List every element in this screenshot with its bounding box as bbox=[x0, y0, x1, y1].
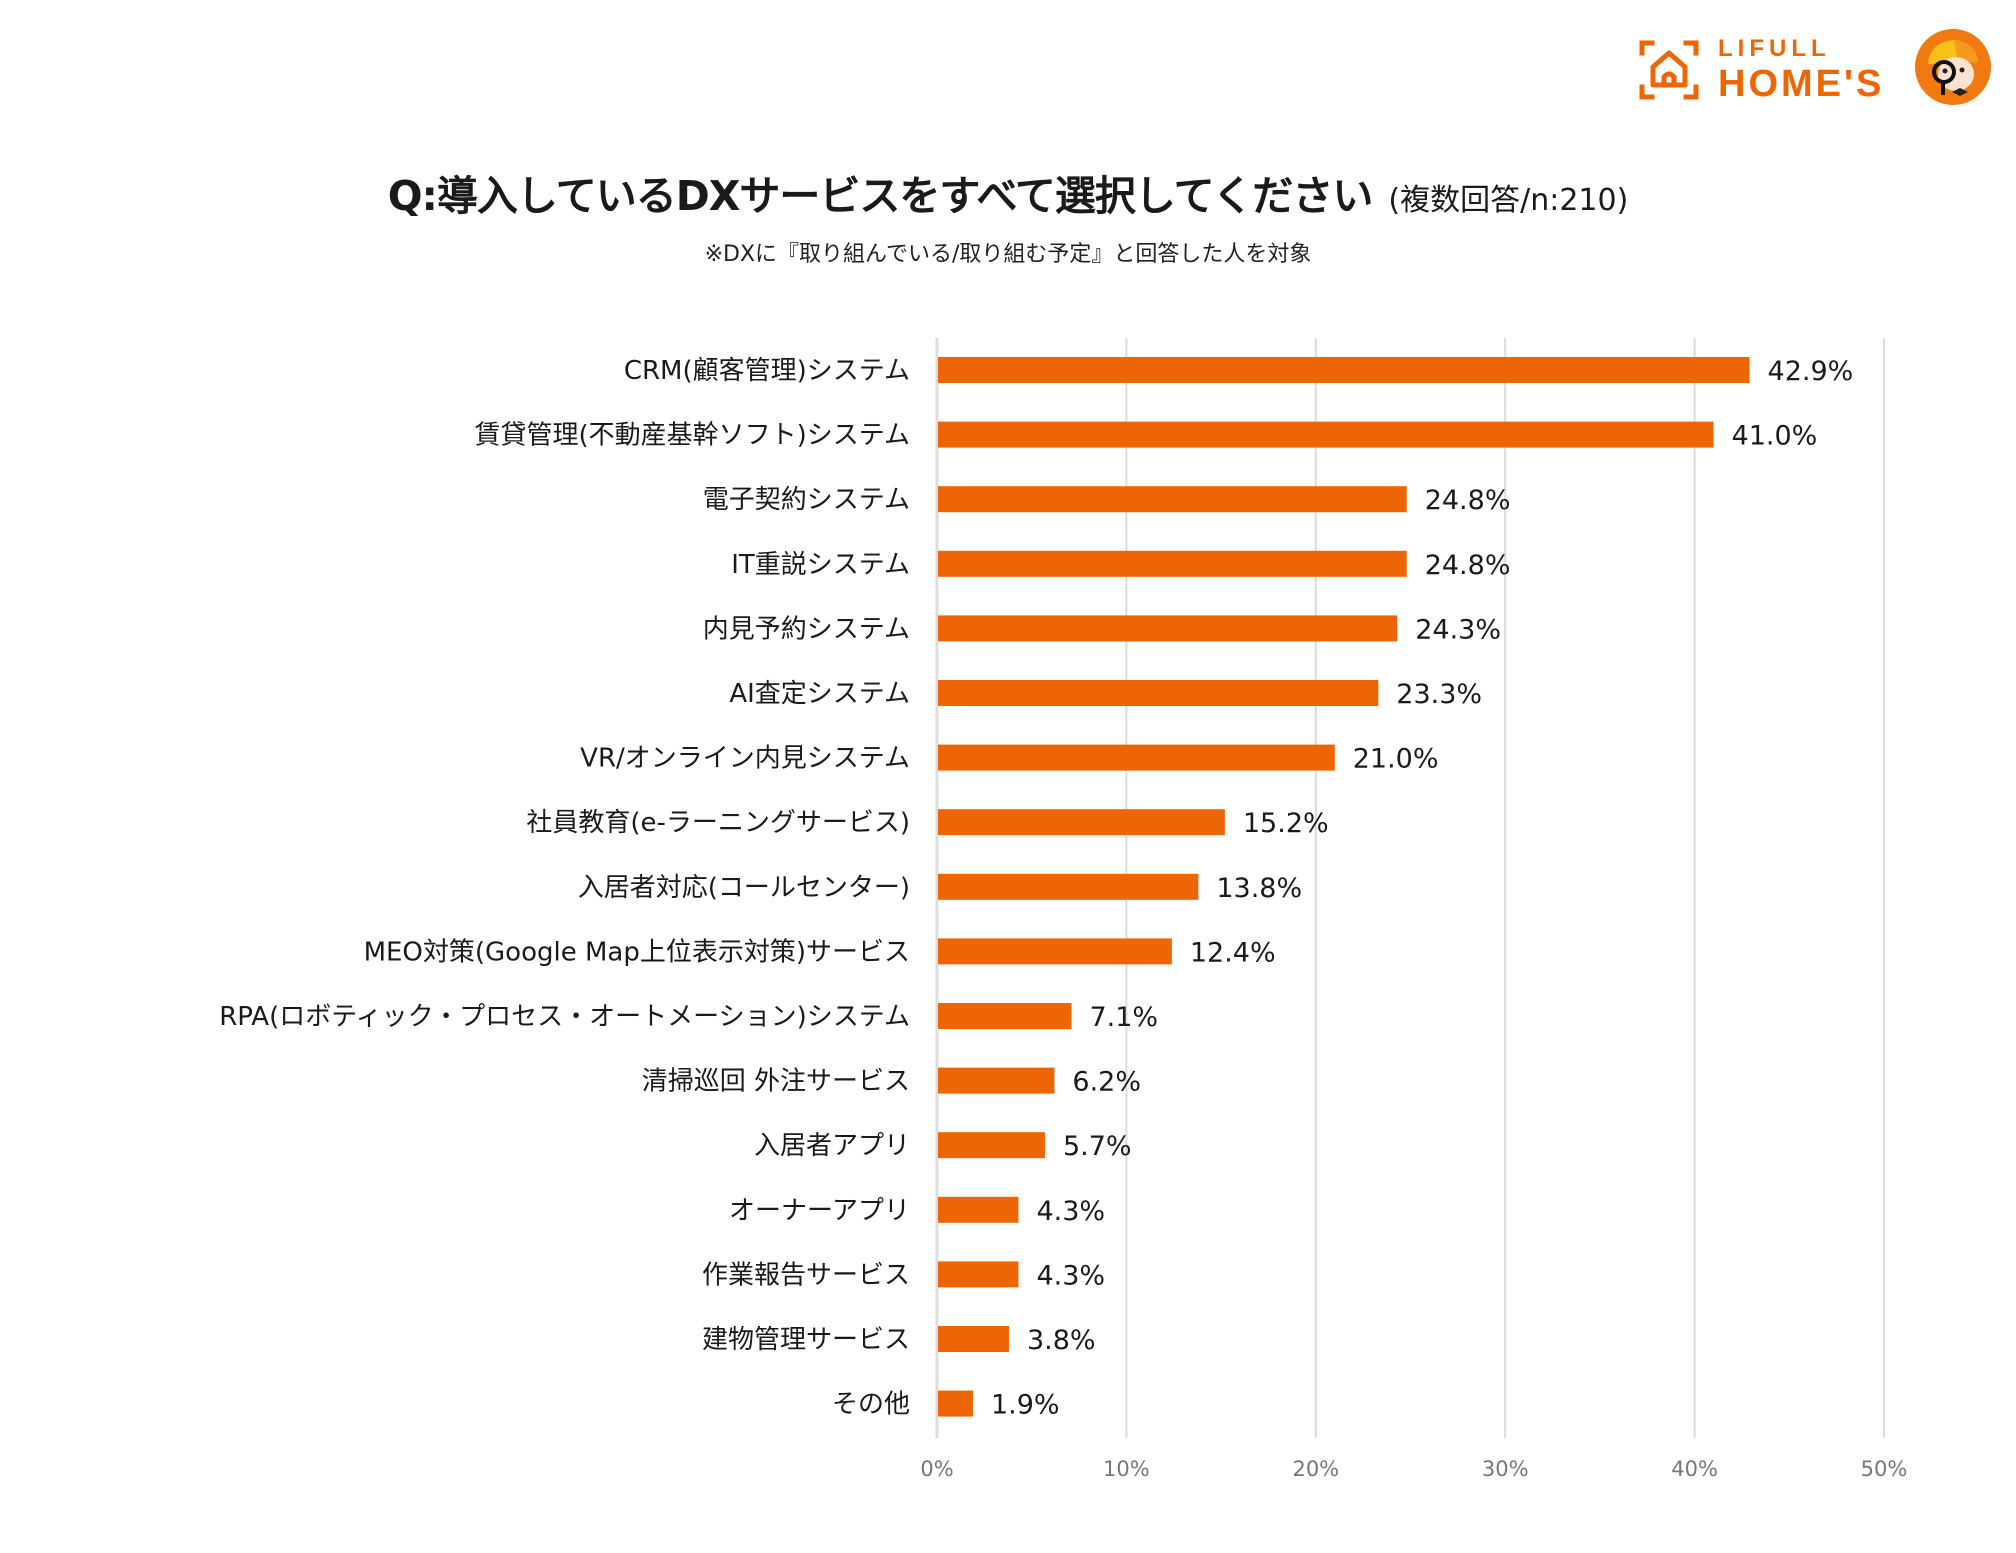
bar bbox=[938, 1196, 1019, 1223]
value-label: 13.8% bbox=[1216, 873, 1302, 904]
x-tick-label: 50% bbox=[1861, 1457, 1908, 1481]
category-label: 入居者対応(コールセンター) bbox=[578, 873, 910, 903]
bar bbox=[938, 680, 1379, 706]
value-label: 42.9% bbox=[1768, 356, 1854, 387]
x-axis-tick-labels: 0% 10% 20% 30% 40% 50% bbox=[920, 1457, 1907, 1481]
category-label: 賃貸管理(不動産基幹ソフト)システム bbox=[474, 421, 910, 451]
category-label: 社員教育(e-ラーニングサービス) bbox=[526, 808, 910, 838]
value-label: 24.3% bbox=[1415, 614, 1501, 645]
bar bbox=[938, 1326, 1009, 1352]
value-label: 6.2% bbox=[1072, 1067, 1141, 1098]
value-label: 1.9% bbox=[991, 1390, 1060, 1421]
category-label: CRM(顧客管理)システム bbox=[624, 356, 910, 386]
bar bbox=[938, 938, 1172, 965]
value-label: 41.0% bbox=[1732, 421, 1818, 452]
category-label: 作業報告サービス bbox=[702, 1260, 910, 1290]
category-label: 清掃巡回 外注サービス bbox=[642, 1067, 910, 1097]
value-label: 24.8% bbox=[1425, 550, 1511, 581]
bar bbox=[938, 1067, 1055, 1094]
bar bbox=[938, 1003, 1072, 1029]
value-label: 23.3% bbox=[1396, 679, 1482, 710]
bar bbox=[938, 1390, 973, 1417]
gridlines bbox=[935, 338, 1885, 1438]
value-label: 3.8% bbox=[1027, 1325, 1096, 1356]
value-label: 4.3% bbox=[1036, 1260, 1105, 1291]
brand-line-1: LIFULL bbox=[1718, 35, 1831, 62]
bar bbox=[938, 744, 1335, 771]
chart-title-main: Q:導入しているDXサービスをすべて選択してください bbox=[387, 172, 1374, 220]
bar bbox=[938, 1132, 1045, 1159]
category-label: MEO対策(Google Map上位表示対策)サービス bbox=[364, 937, 910, 967]
value-labels: 42.9% 41.0% 24.8% 24.8% 24.3% 23.3% 21.0% 15.2%… bbox=[991, 356, 1853, 1421]
house-frame-icon bbox=[1639, 40, 1699, 100]
x-tick-label: 40% bbox=[1671, 1457, 1718, 1481]
value-label: 24.8% bbox=[1425, 485, 1511, 516]
category-label: 建物管理サービス bbox=[702, 1325, 910, 1355]
value-label: 12.4% bbox=[1190, 937, 1276, 968]
chart-subtitle: ※DXに『取り組んでいる/取り組む予定』と回答した人を対象 bbox=[704, 242, 1312, 267]
brand-line-2: HOME'S bbox=[1718, 63, 1885, 105]
category-label: RPA(ロボティック・プロセス・オートメーション)システム bbox=[219, 1002, 910, 1032]
category-label: IT重説システム bbox=[731, 550, 910, 580]
category-label: 内見予約システム bbox=[703, 614, 910, 644]
bar bbox=[938, 873, 1199, 900]
value-label: 5.7% bbox=[1063, 1131, 1132, 1162]
category-label: 入居者アプリ bbox=[754, 1131, 910, 1161]
value-label: 21.0% bbox=[1353, 744, 1439, 775]
bar bbox=[938, 550, 1407, 577]
bar bbox=[938, 421, 1714, 448]
x-tick-label: 0% bbox=[920, 1457, 953, 1481]
value-label: 4.3% bbox=[1036, 1196, 1105, 1227]
bars bbox=[938, 357, 1750, 1417]
x-tick-label: 30% bbox=[1482, 1457, 1529, 1481]
chart-title: Q:導入しているDXサービスをすべて選択してください (複数回答/n:210) bbox=[0, 162, 2016, 222]
value-label: 15.2% bbox=[1243, 808, 1329, 839]
bar bbox=[938, 1261, 1019, 1288]
mascot-detective-icon bbox=[1915, 29, 1991, 105]
category-label: 電子契約システム bbox=[703, 485, 910, 515]
x-tick-label: 20% bbox=[1292, 1457, 1339, 1481]
x-tick-label: 10% bbox=[1103, 1457, 1150, 1481]
category-label: オーナーアプリ bbox=[729, 1196, 910, 1226]
category-label: AI査定システム bbox=[729, 679, 910, 709]
bar bbox=[938, 615, 1398, 642]
value-label: 7.1% bbox=[1089, 1002, 1158, 1033]
bar bbox=[938, 809, 1225, 836]
category-label: VR/オンライン内見システム bbox=[580, 744, 910, 774]
category-label: その他 bbox=[832, 1390, 910, 1420]
bar bbox=[938, 486, 1407, 513]
lifull-homes-logo: LIFULL HOME'S bbox=[1638, 30, 1884, 110]
bar bbox=[938, 357, 1750, 383]
chart-title-note: (複数回答/n:210) bbox=[1388, 183, 1629, 218]
